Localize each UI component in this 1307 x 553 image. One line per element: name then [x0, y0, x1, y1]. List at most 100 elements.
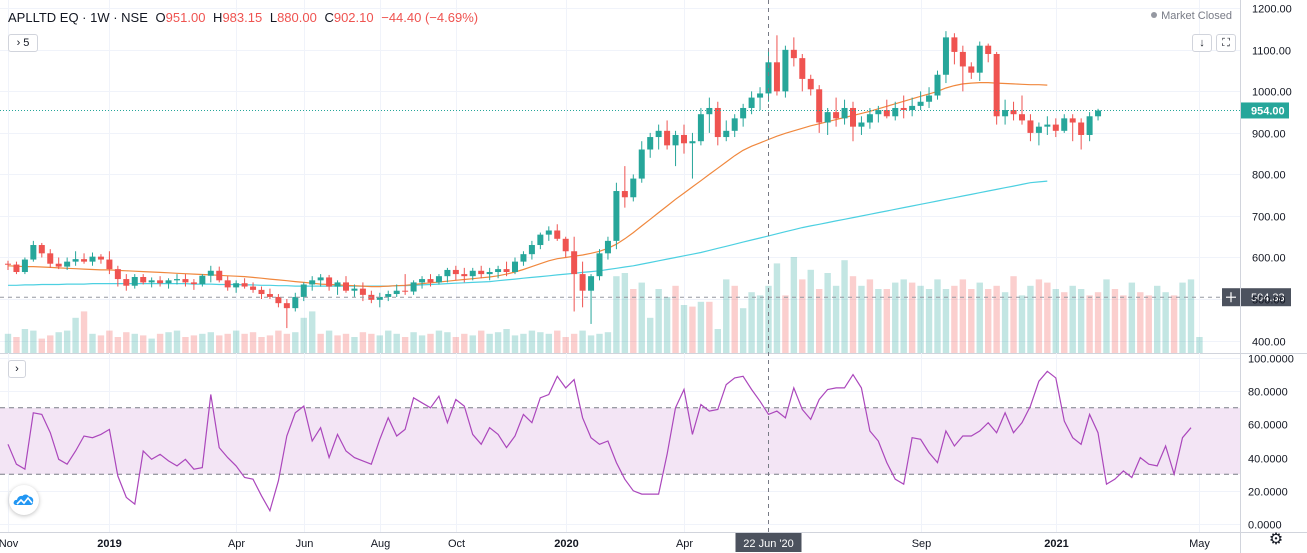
volume-bar	[672, 285, 679, 353]
candle-body	[1052, 124, 1059, 131]
volume-bar	[63, 330, 71, 353]
candle-body	[174, 279, 180, 281]
candle-body	[951, 37, 958, 52]
candle-body	[571, 251, 578, 275]
volume-bar	[182, 337, 189, 353]
candle-body	[30, 245, 37, 260]
candle-body	[250, 286, 257, 290]
volume-bar	[4, 333, 12, 353]
gear-icon[interactable]: ⚙	[1268, 531, 1284, 548]
volume-bar	[579, 330, 586, 353]
rsi-collapse-button[interactable]: ›	[8, 360, 26, 378]
volume-bar	[985, 289, 992, 353]
candle-body	[706, 107, 713, 115]
volume-bar	[723, 279, 730, 353]
volume-bar	[325, 330, 333, 353]
candle-body	[157, 280, 164, 284]
candle-body	[757, 93, 764, 98]
candle-body	[799, 58, 806, 79]
volume-bar	[663, 297, 671, 353]
cursor-price-tag	[1241, 288, 1291, 307]
fullscreen-button[interactable]: ⛶	[1216, 34, 1236, 52]
volume-bar	[799, 279, 806, 353]
volume-bar	[1120, 295, 1127, 353]
symbol-name[interactable]: APLLTD EQ · 1W · NSE	[8, 10, 148, 25]
volume-bar	[283, 333, 291, 353]
volume-bar	[866, 279, 874, 353]
volume-bar	[706, 301, 713, 353]
candle-body	[782, 49, 789, 92]
volume-bar	[359, 332, 367, 353]
volume-bar	[1086, 295, 1093, 353]
price-tick-label: 1200.00	[1252, 4, 1292, 16]
volume-bar	[1069, 285, 1076, 353]
candle-body	[562, 238, 569, 252]
candle-body	[579, 274, 586, 291]
volume-bar	[1128, 282, 1136, 353]
volume-bar	[309, 311, 316, 353]
candle-body	[647, 137, 654, 150]
candle-body	[123, 279, 130, 286]
volume-bar	[1001, 292, 1009, 353]
candle-body	[909, 105, 916, 111]
volume-bar	[689, 306, 696, 353]
volume-bar	[883, 289, 890, 353]
candle-body	[554, 230, 561, 239]
candle-body	[926, 95, 933, 102]
volume-bar	[841, 260, 848, 353]
volume-bar	[334, 335, 341, 353]
volume-bars	[4, 257, 1203, 353]
indicators-toggle-button[interactable]: › 5	[8, 34, 38, 52]
volume-bar	[993, 285, 1000, 353]
candle-body	[64, 261, 71, 267]
time-tick-label: Jun	[296, 538, 314, 550]
candle-body	[630, 178, 637, 198]
time-tick-label: May	[1189, 538, 1210, 550]
volume-bar	[537, 332, 544, 353]
candle-body	[765, 62, 772, 94]
volume-bar	[401, 337, 409, 353]
volume-bar	[216, 335, 223, 353]
volume-bar	[554, 330, 561, 353]
volume-bar	[292, 332, 299, 353]
candle-body	[731, 118, 738, 131]
candle-body	[427, 279, 434, 283]
volume-bar	[1187, 279, 1195, 353]
candle-body	[495, 269, 502, 273]
rsi-tick-label: 100.0000	[1248, 354, 1294, 366]
volume-bar	[351, 337, 358, 353]
candle-body	[545, 230, 552, 235]
price-tick-label: 400.00	[1252, 337, 1286, 349]
volume-bar	[224, 333, 231, 353]
tradingview-logo[interactable]	[9, 485, 39, 515]
price-tick-label: 600.00	[1252, 253, 1286, 265]
price-tick-label: 700.00	[1252, 212, 1286, 224]
volume-bar	[30, 330, 37, 353]
candle-body	[452, 269, 459, 275]
time-tick-label: 2019	[97, 538, 121, 550]
volume-bar	[97, 335, 105, 353]
volume-bar	[1010, 276, 1017, 353]
candle-body	[182, 279, 189, 283]
volume-bar	[494, 332, 502, 353]
ma-short-line	[7, 81, 1048, 288]
candle-body	[1010, 110, 1017, 115]
scroll-to-realtime-button[interactable]: ↓	[1192, 34, 1212, 52]
price-tick-label: 1100.00	[1252, 46, 1291, 58]
candle-body	[419, 279, 426, 283]
candle-body	[55, 263, 62, 267]
candle-body	[334, 282, 341, 287]
volume-bar	[807, 269, 814, 353]
candle-body	[1086, 116, 1093, 135]
candle-body	[588, 276, 595, 291]
close-value: 902.10	[333, 10, 374, 25]
volume-bar	[249, 332, 257, 353]
candle-body	[740, 107, 747, 119]
volume-bar	[469, 335, 476, 353]
candle-body	[833, 112, 840, 119]
candle-body	[1027, 120, 1034, 133]
candle-body	[97, 256, 104, 260]
market-status: Market Closed	[1151, 10, 1232, 22]
